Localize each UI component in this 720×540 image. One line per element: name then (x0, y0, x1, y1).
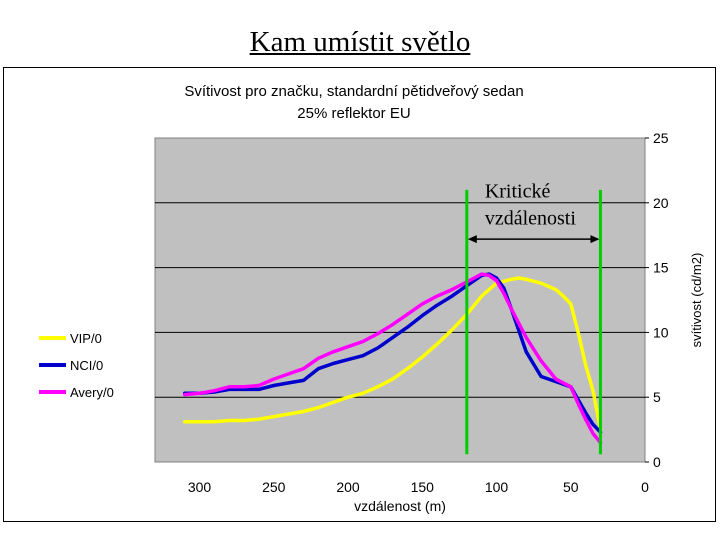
critical-label-line: Kritické (485, 181, 551, 203)
y-axis-label: svítivost (cd/m2) (689, 253, 704, 348)
series-line-2 (182, 272, 603, 434)
x-tick-label: 200 (336, 479, 360, 495)
grid-layer (155, 202, 645, 398)
y-tick-label: 25 (653, 130, 669, 146)
y-tick-label: 5 (653, 389, 661, 405)
series-layer (182, 272, 603, 445)
legend-label: NCI/0 (70, 358, 103, 373)
legend: VIP/0 NCI/0 Avery/0 (39, 331, 114, 400)
annotation-layer: Kritické vzdálenosti (465, 181, 602, 455)
series-line-1 (182, 276, 603, 432)
line-chart: Svítivost pro značku, standardní pětidve… (39, 83, 704, 514)
x-tick-label: 150 (411, 479, 435, 495)
legend-label: VIP/0 (70, 331, 102, 346)
legend-label: Avery/0 (70, 385, 114, 400)
x-tick-label: 50 (563, 479, 579, 495)
critical-arrowhead-right (590, 235, 600, 244)
x-tick-label: 250 (262, 479, 286, 495)
y-tick-label: 10 (653, 324, 669, 340)
x-tick-label: 100 (485, 479, 509, 495)
chart-subtitle: 25% reflektor EU (297, 105, 410, 122)
x-tick-label: 300 (188, 479, 212, 495)
y-tick-label: 15 (653, 260, 669, 276)
x-axis-label: vzdálenost (m) (354, 498, 446, 514)
series-line-3 (182, 272, 603, 445)
plot-area (154, 137, 646, 463)
chart-title: Svítivost pro značku, standardní pětidve… (184, 83, 523, 100)
y-tick-label: 0 (653, 454, 661, 470)
chart-frame: Svítivost pro značku, standardní pětidve… (3, 67, 716, 522)
x-tick-label: 0 (641, 479, 649, 495)
axis-layer: 0 5 10 15 20 25 300 250 200 150 100 50 0 (188, 130, 669, 495)
critical-arrowhead-left (467, 235, 477, 244)
slide-title: Kam umístit světlo (249, 26, 471, 58)
critical-label-line: vzdálenosti (485, 208, 577, 230)
y-tick-label: 20 (653, 195, 669, 211)
